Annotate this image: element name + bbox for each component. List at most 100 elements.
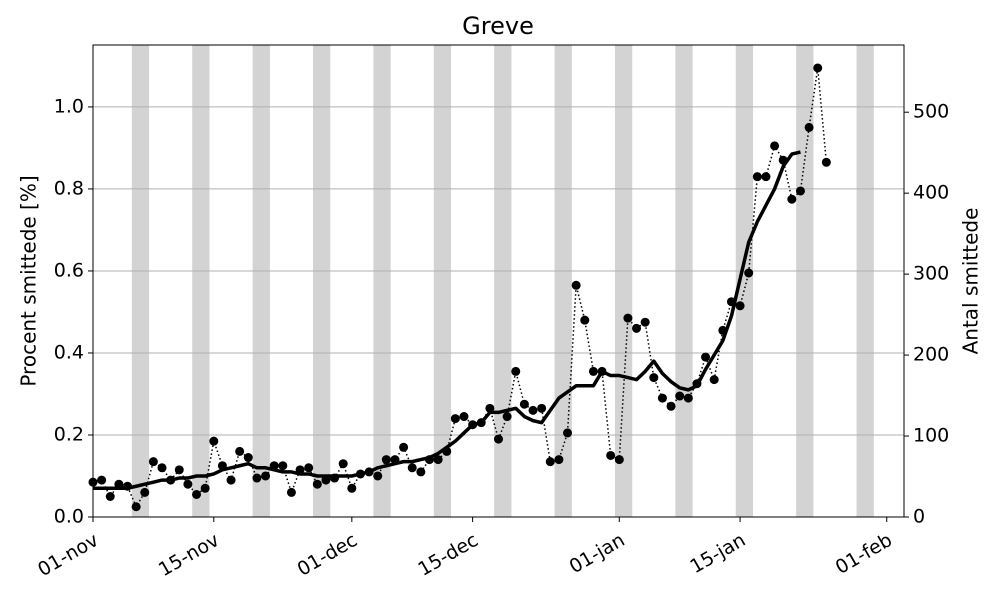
y2-tick-label: 100 xyxy=(913,425,949,447)
weekend-band xyxy=(675,45,693,517)
y2-tick-label: 300 xyxy=(913,263,949,285)
x-tick-label: 15-dec xyxy=(414,529,481,581)
point xyxy=(252,473,262,483)
point xyxy=(528,405,538,415)
point xyxy=(614,455,624,465)
point xyxy=(657,393,667,403)
point xyxy=(623,313,633,323)
point xyxy=(321,475,331,485)
point xyxy=(701,352,711,362)
point xyxy=(675,391,685,401)
point xyxy=(312,479,322,489)
weekend-band xyxy=(313,45,331,517)
point xyxy=(554,455,564,465)
point xyxy=(450,414,460,424)
point xyxy=(304,463,314,473)
point xyxy=(140,487,150,497)
point xyxy=(761,172,771,182)
y2-tick-label: 200 xyxy=(913,344,949,366)
point xyxy=(666,401,676,411)
point xyxy=(278,461,288,471)
point xyxy=(174,465,184,475)
x-tick-label: 01-feb xyxy=(832,529,896,579)
point xyxy=(632,323,642,333)
point xyxy=(537,403,547,413)
x-tick-label: 01-jan xyxy=(566,529,629,578)
point xyxy=(114,479,124,489)
point xyxy=(502,412,512,422)
y-tick-label: 0.4 xyxy=(54,341,84,363)
point xyxy=(459,412,469,422)
point xyxy=(433,455,443,465)
point xyxy=(131,502,141,512)
weekend-band xyxy=(735,45,754,517)
point xyxy=(286,487,296,497)
point xyxy=(494,434,503,444)
point xyxy=(200,483,210,493)
y2-tick-label: 500 xyxy=(913,101,949,123)
smoothed-line xyxy=(93,150,801,491)
point xyxy=(209,436,219,446)
x-tick-label: 15-jan xyxy=(686,529,749,578)
point xyxy=(407,463,417,473)
weekend-band xyxy=(373,45,391,517)
point xyxy=(580,315,590,325)
x-tick-label: 15-nov xyxy=(155,529,223,581)
point xyxy=(709,375,719,385)
point xyxy=(519,399,529,409)
point xyxy=(571,280,581,290)
point xyxy=(243,453,253,463)
point xyxy=(97,475,107,485)
point xyxy=(347,483,357,493)
y-axis-label: Procent smittede [%] xyxy=(17,175,41,386)
weekend-band xyxy=(614,45,633,517)
point xyxy=(373,471,383,481)
x-tick-label: 01-dec xyxy=(294,529,361,581)
point xyxy=(545,457,555,467)
chart-title: Greve xyxy=(462,12,534,40)
weekend-band xyxy=(796,45,814,517)
y-tick-label: 1.0 xyxy=(54,95,84,117)
point xyxy=(192,489,202,499)
weekend-band xyxy=(192,45,210,517)
y2-axis-label: Antal smittede xyxy=(959,208,983,355)
y-tick-label: 0.8 xyxy=(54,177,84,199)
point xyxy=(261,471,271,481)
point xyxy=(416,467,426,477)
point xyxy=(735,301,745,311)
point xyxy=(338,459,348,469)
point xyxy=(821,157,831,167)
x-tick-label: 01-nov xyxy=(34,529,102,581)
point xyxy=(511,366,521,376)
point xyxy=(588,366,598,376)
point xyxy=(640,317,650,327)
weekend-band xyxy=(252,45,270,517)
point xyxy=(235,446,245,456)
point xyxy=(485,403,495,413)
y-tick-label: 0.2 xyxy=(54,423,84,445)
point xyxy=(787,194,797,204)
point xyxy=(795,186,805,196)
point xyxy=(649,373,659,383)
point xyxy=(226,475,236,485)
point xyxy=(752,172,762,182)
y-tick-label: 0.0 xyxy=(54,506,84,528)
plot-frame xyxy=(92,44,905,518)
point xyxy=(683,393,693,403)
point xyxy=(148,457,158,467)
point xyxy=(381,455,391,465)
point xyxy=(744,268,754,278)
point xyxy=(399,442,409,452)
weekend-band xyxy=(494,45,512,517)
point xyxy=(183,479,193,489)
y2-tick-label: 400 xyxy=(913,182,949,204)
point xyxy=(770,141,780,151)
point xyxy=(157,463,167,473)
point xyxy=(606,450,616,460)
y2-tick-label: 0 xyxy=(913,506,925,528)
weekend-band xyxy=(131,45,150,517)
point xyxy=(804,122,814,132)
point xyxy=(813,63,823,73)
point xyxy=(105,491,115,501)
